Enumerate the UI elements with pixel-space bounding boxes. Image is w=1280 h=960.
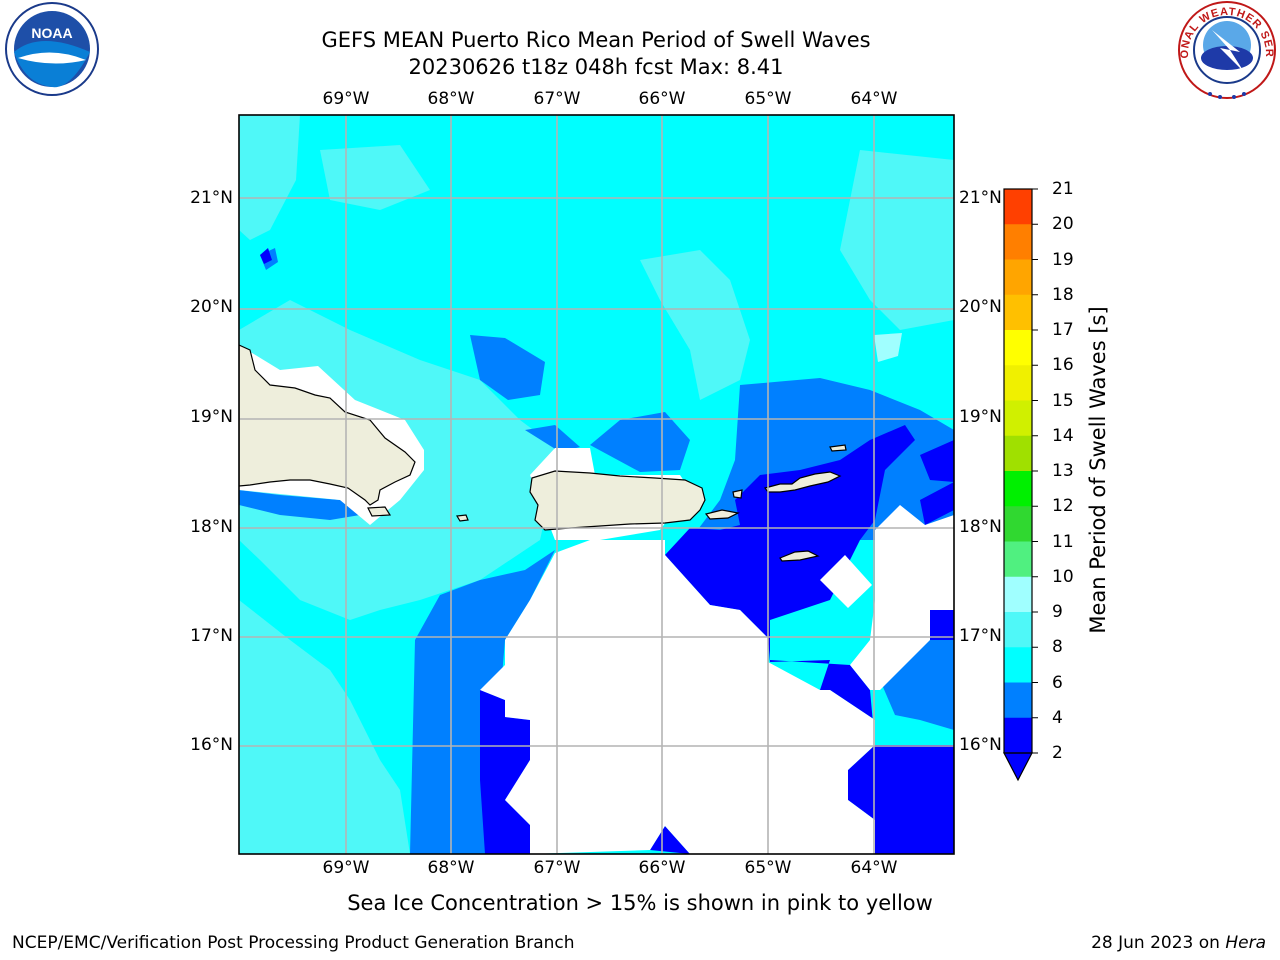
colorbar-tick-label: 13 <box>1052 461 1074 481</box>
footer-date: 28 Jun 2023 on Hera <box>1091 933 1266 953</box>
period-8-9-region <box>874 333 902 362</box>
lat-label-left: 21°N <box>190 188 233 208</box>
lon-label-bottom: 66°W <box>638 858 686 878</box>
nws-logo-icon: NATIONAL WEATHER SERVICE <box>1172 0 1276 99</box>
lat-label-left: 17°N <box>190 626 233 646</box>
graticule <box>239 115 954 854</box>
lon-label-bottom: 69°W <box>322 858 370 878</box>
colorbar <box>1003 188 1038 782</box>
culebra-island <box>732 489 743 499</box>
colorbar-segment <box>1004 224 1032 260</box>
colorbar-segment <box>1004 717 1032 754</box>
colorbar-tick-label: 16 <box>1052 355 1074 376</box>
st-croix-island <box>779 550 820 562</box>
noaa-logo-text: NOAA <box>31 25 72 41</box>
lat-label-right: 20°N <box>959 297 1002 317</box>
saona-island <box>367 506 392 517</box>
colorbar-segment <box>1004 365 1032 401</box>
lat-label-right: 18°N <box>959 517 1002 537</box>
colorbar-segment <box>1004 435 1032 472</box>
colorbar-tick-label: 8 <box>1052 637 1063 658</box>
chart-title: GEFS MEAN Puerto Rico Mean Period of Swe… <box>321 28 871 52</box>
colorbar-tick-label: 19 <box>1052 249 1074 270</box>
colorbar-segment <box>1004 541 1032 578</box>
lon-label-top: 65°W <box>744 89 792 109</box>
colorbar-tick-label: 9 <box>1052 602 1063 622</box>
mona-island <box>456 514 469 522</box>
map-frame <box>238 114 955 855</box>
colorbar-segment <box>1004 682 1032 719</box>
colorbar-tick-label: 11 <box>1052 531 1074 552</box>
colorbar-under-arrow <box>1003 752 1033 782</box>
colorbar-segments <box>1004 188 1038 754</box>
sea-ice-note: Sea Ice Concentration > 15% is shown in … <box>347 891 933 915</box>
colorbar-label: Mean Period of Swell Waves [s] <box>1086 306 1110 634</box>
lat-label-left: 20°N <box>190 297 233 317</box>
colorbar-tick-label: 21 <box>1052 179 1074 199</box>
colorbar-segment <box>1004 471 1032 507</box>
lon-label-bottom: 68°W <box>427 858 475 878</box>
noaa-logo-icon: NOAA <box>5 2 99 96</box>
colorbar-segment <box>1004 400 1032 437</box>
lat-label-left: 18°N <box>190 517 233 537</box>
vieques-island <box>704 509 740 520</box>
lat-label-right: 21°N <box>959 188 1002 208</box>
footer-host: Hera <box>1225 933 1266 953</box>
colorbar-tick-label: 4 <box>1052 707 1063 728</box>
lat-label-right: 19°N <box>959 407 1002 427</box>
colorbar-segment <box>1004 612 1032 648</box>
colorbar-tick-label: 12 <box>1052 496 1074 517</box>
colorbar-segment <box>1004 294 1032 331</box>
lat-label-right: 17°N <box>959 626 1002 646</box>
lat-label-left: 16°N <box>190 735 233 755</box>
footer-credit: NCEP/EMC/Verification Post Processing Pr… <box>12 933 575 953</box>
lat-label-left: 19°N <box>190 407 233 427</box>
hispaniola-coast <box>239 344 416 506</box>
colorbar-frame <box>1003 188 1033 754</box>
colorbar-segment <box>1004 189 1032 225</box>
lon-label-bottom: 65°W <box>744 858 792 878</box>
colorbar-tick-label: 2 <box>1052 743 1063 763</box>
lat-label-right: 16°N <box>959 735 1002 755</box>
colorbar-segment <box>1004 647 1032 683</box>
colorbar-segment <box>1004 506 1032 542</box>
colorbar-tick-label: 17 <box>1052 320 1074 340</box>
colorbar-tick-label: 20 <box>1052 214 1074 235</box>
lon-label-top: 67°W <box>533 89 581 109</box>
nws-stars-icon <box>1208 92 1246 99</box>
colorbar-tick-label: 18 <box>1052 284 1074 305</box>
chart-subtitle: 20230626 t18z 048h fcst Max: 8.41 <box>408 55 784 79</box>
anegada-island <box>829 444 847 452</box>
colorbar-tick-label: 10 <box>1052 566 1074 587</box>
colorbar-tick-label: 14 <box>1052 425 1074 446</box>
lon-label-bottom: 67°W <box>533 858 581 878</box>
colorbar-segment <box>1004 259 1032 296</box>
virgin-islands <box>763 471 842 493</box>
footer-date-text: 28 Jun 2023 on <box>1091 933 1220 953</box>
lon-label-top: 66°W <box>638 89 686 109</box>
colorbar-tick-label: 6 <box>1052 672 1063 693</box>
colorbar-segment <box>1004 330 1032 366</box>
lon-label-top: 68°W <box>427 89 475 109</box>
lon-label-bottom: 64°W <box>850 858 898 878</box>
lon-label-top: 69°W <box>322 89 370 109</box>
colorbar-tick-label: 15 <box>1052 390 1074 411</box>
colorbar-segment <box>1004 576 1032 613</box>
lon-label-top: 64°W <box>850 89 898 109</box>
